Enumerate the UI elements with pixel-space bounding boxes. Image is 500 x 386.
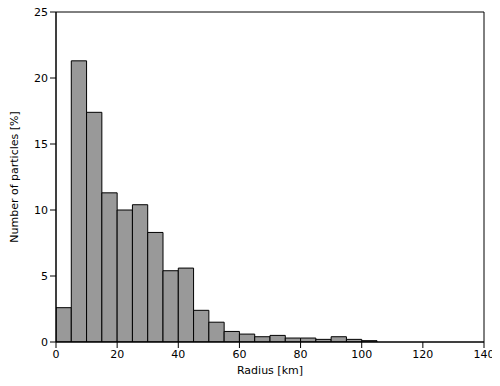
svg-text:15: 15 <box>34 138 48 151</box>
svg-text:80: 80 <box>294 348 308 361</box>
svg-text:20: 20 <box>34 72 48 85</box>
svg-text:5: 5 <box>41 270 48 283</box>
svg-text:40: 40 <box>171 348 185 361</box>
svg-text:60: 60 <box>232 348 246 361</box>
svg-text:100: 100 <box>351 348 372 361</box>
svg-text:Radius [km]: Radius [km] <box>237 364 303 377</box>
svg-text:20: 20 <box>110 348 124 361</box>
svg-text:120: 120 <box>412 348 433 361</box>
svg-text:0: 0 <box>53 348 60 361</box>
svg-text:0: 0 <box>41 336 48 349</box>
svg-text:25: 25 <box>34 8 48 19</box>
svg-text:10: 10 <box>34 204 48 217</box>
svg-text:140: 140 <box>474 348 493 361</box>
svg-text:Number of particles [%]: Number of particles [%] <box>8 111 21 243</box>
